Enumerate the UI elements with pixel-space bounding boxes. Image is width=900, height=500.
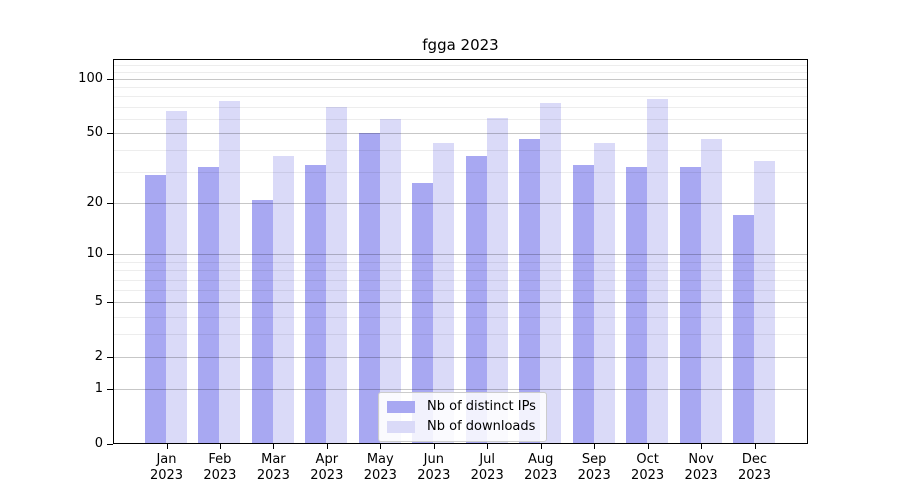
bar-downloads-apr (326, 106, 348, 444)
bar-downloads-nov (700, 139, 722, 444)
y-tick-label-2: 2 (94, 349, 103, 365)
bar-downloads-may (379, 118, 401, 444)
y-tick-mark-5 (107, 301, 113, 303)
x-tick-mark-dec (754, 444, 756, 449)
bar-downloads-jan (165, 111, 187, 444)
bar-distinct-ips-nov (679, 167, 701, 444)
bar-distinct-ips-jul (465, 156, 487, 444)
y-tick-label-0: 0 (94, 436, 103, 451)
bar-distinct-ips-sep (572, 165, 594, 444)
y-tick-mark-20 (107, 202, 113, 204)
bar-downloads-jun (433, 142, 455, 444)
x-tick-label-jun: Jun 2023 (417, 452, 451, 483)
bar-distinct-ips-jan (144, 174, 166, 444)
x-tick-mark-oct (647, 444, 649, 449)
x-tick-mark-aug (540, 444, 542, 449)
x-tick-label-mar: Mar 2023 (256, 452, 290, 483)
y-tick-mark-10 (107, 253, 113, 255)
bar-distinct-ips-oct (626, 167, 648, 444)
x-tick-mark-apr (326, 444, 328, 449)
legend: Nb of distinct IPs Nb of downloads (378, 392, 547, 442)
y-tick-label-1: 1 (94, 381, 103, 397)
y-tick-mark-100 (107, 78, 113, 80)
y-tick-label-5: 5 (94, 294, 103, 310)
y-tick-label-100: 100 (78, 71, 103, 86)
bar-distinct-ips-apr (305, 165, 327, 444)
legend-row-distinct-ips: Nb of distinct IPs (387, 399, 536, 415)
x-tick-label-apr: Apr 2023 (310, 452, 344, 483)
x-tick-mark-sep (594, 444, 596, 449)
x-tick-mark-mar (273, 444, 275, 449)
y-tick-label-20: 20 (86, 195, 103, 211)
bar-distinct-ips-mar (251, 199, 273, 444)
y-tick-mark-0 (107, 443, 113, 445)
x-tick-label-sep: Sep 2023 (577, 452, 611, 483)
legend-label-distinct-ips: Nb of distinct IPs (427, 399, 536, 414)
bar-downloads-feb (219, 101, 241, 444)
y-tick-mark-1 (107, 388, 113, 390)
x-tick-label-jul: Jul 2023 (470, 452, 504, 483)
y-tick-mark-50 (107, 132, 113, 134)
x-tick-label-dec: Dec 2023 (737, 452, 772, 483)
legend-label-downloads: Nb of downloads (427, 419, 536, 434)
x-tick-label-aug: Aug 2023 (524, 452, 558, 483)
y-tick-label-10: 10 (86, 246, 103, 262)
chart-title: fgga 2023 (422, 36, 499, 54)
bar-downloads-mar (272, 156, 294, 444)
x-tick-mark-jun (433, 444, 435, 449)
legend-swatch-distinct-ips-icon (387, 401, 415, 413)
y-tick-label-50: 50 (86, 125, 103, 140)
x-tick-label-nov: Nov 2023 (684, 452, 718, 483)
x-tick-label-oct: Oct 2023 (631, 452, 665, 483)
bar-downloads-sep (593, 142, 615, 444)
bar-distinct-ips-jun (412, 183, 434, 444)
bar-downloads-oct (647, 99, 669, 444)
bar-downloads-dec (754, 160, 776, 444)
bar-downloads-aug (540, 102, 562, 444)
x-tick-mark-nov (701, 444, 703, 449)
x-tick-mark-jul (487, 444, 489, 449)
x-tick-label-jan: Jan 2023 (149, 452, 184, 483)
y-tick-mark-2 (107, 356, 113, 358)
legend-swatch-downloads-icon (387, 421, 415, 433)
x-tick-mark-jan (166, 444, 168, 449)
x-tick-mark-may (380, 444, 382, 449)
bar-downloads-jul (486, 117, 508, 444)
x-tick-label-feb: Feb 2023 (203, 452, 237, 483)
x-tick-label-may: May 2023 (363, 452, 397, 483)
bar-distinct-ips-may (358, 133, 380, 444)
legend-row-downloads: Nb of downloads (387, 419, 536, 435)
x-tick-mark-feb (219, 444, 221, 449)
bar-distinct-ips-aug (519, 139, 541, 444)
bar-distinct-ips-feb (198, 167, 220, 444)
bar-distinct-ips-dec (733, 215, 755, 444)
